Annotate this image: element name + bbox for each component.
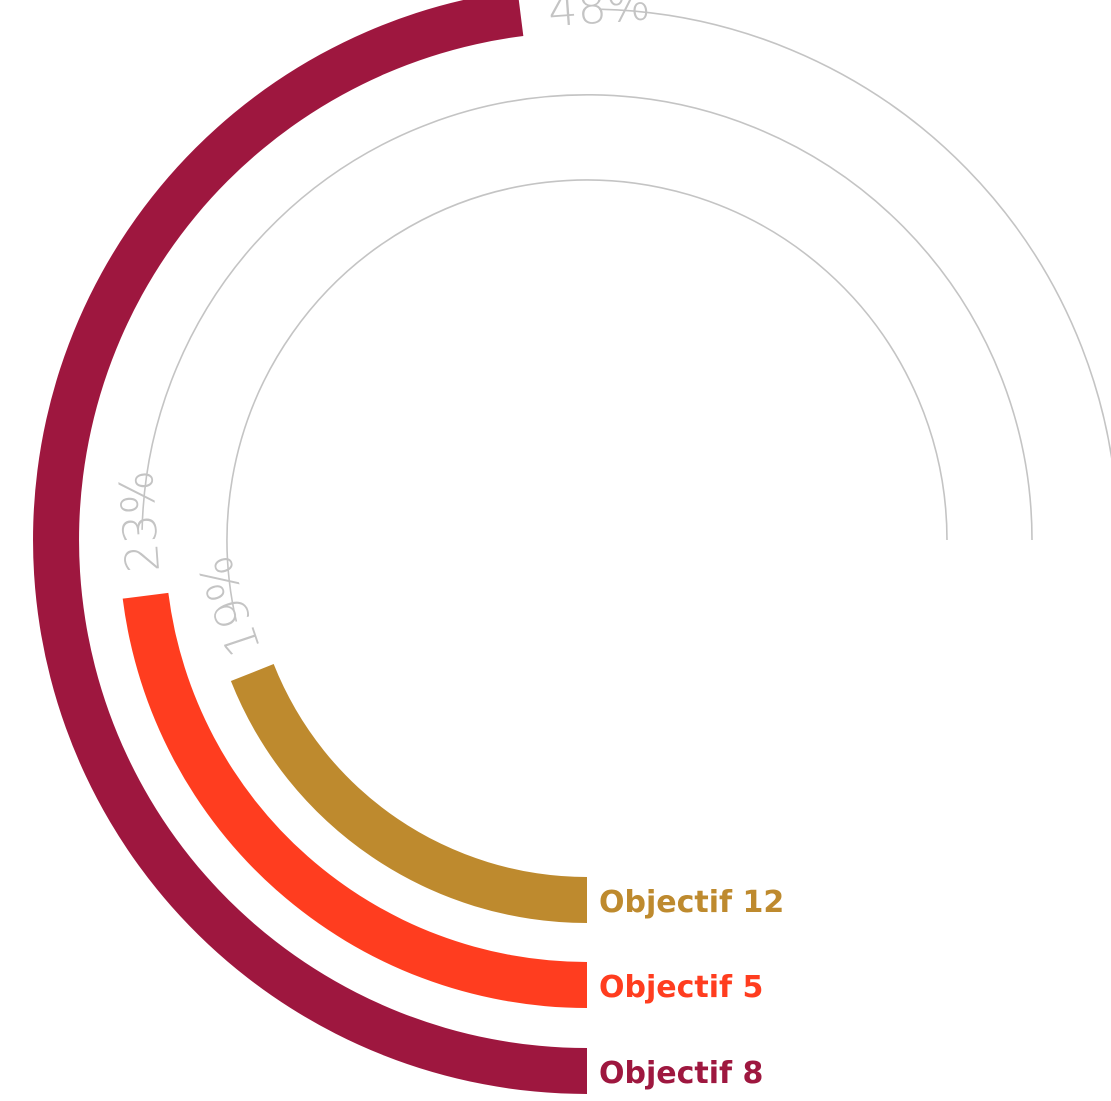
value-label-objectif-12: 19% (188, 549, 272, 663)
series-label-objectif-5: Objectif 5 (599, 970, 763, 1005)
track-objectif-8 (599, 8, 1111, 460)
label-group: Objectif 12 19% Objectif 5 23% Objectif 8 48% (109, 0, 784, 1091)
series-label-objectif-12: Objectif 12 (599, 885, 784, 920)
bar-objectif-12 (230, 664, 587, 923)
bar-group (33, 0, 587, 1094)
track-group (141, 8, 1111, 622)
value-label-objectif-5: 23% (109, 469, 170, 575)
value-label-objectif-8: 48% (546, 0, 652, 37)
bar-objectif-5 (122, 592, 587, 1008)
series-label-objectif-8: Objectif 8 (599, 1056, 763, 1091)
track-objectif-5 (141, 94, 1033, 541)
track-objectif-12 (226, 179, 948, 622)
